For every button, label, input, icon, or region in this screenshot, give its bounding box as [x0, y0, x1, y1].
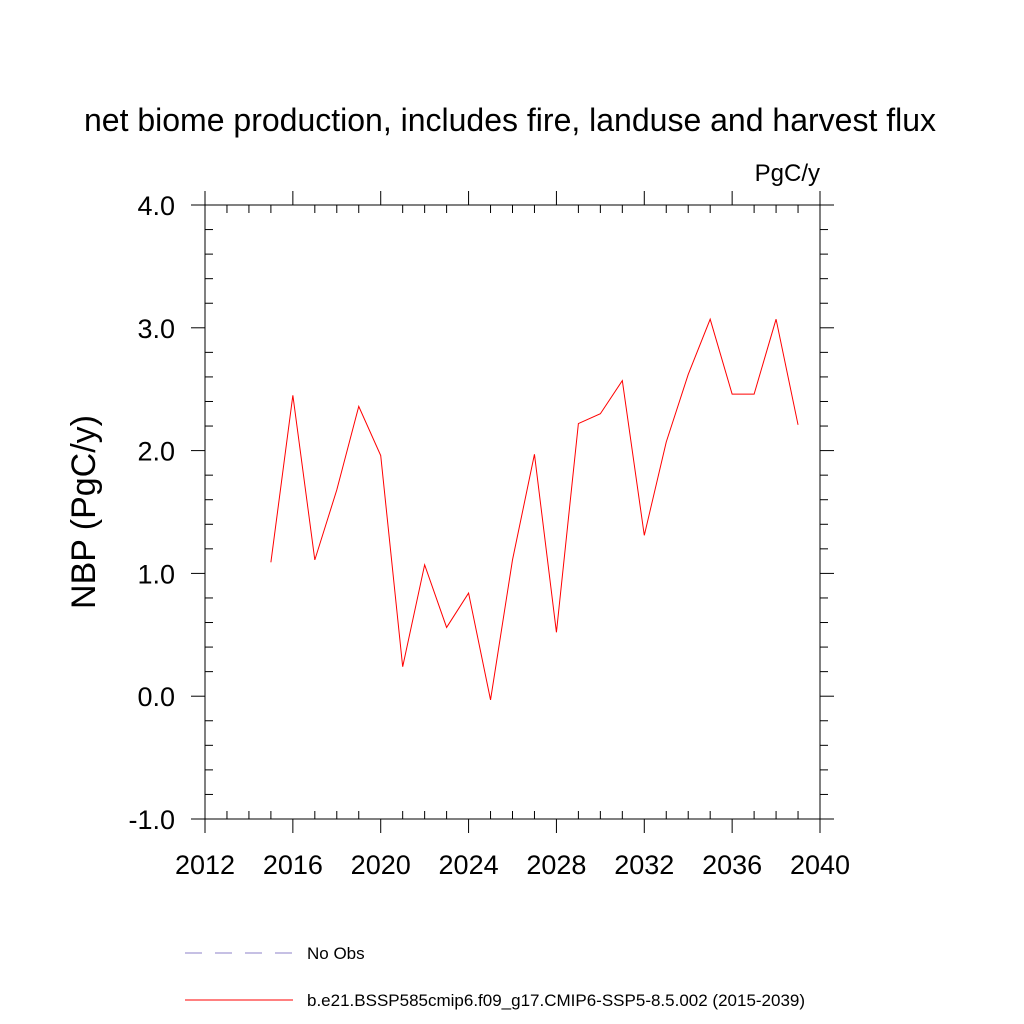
x-tick-label: 2032: [614, 850, 674, 880]
y-tick-label: -1.0: [128, 805, 175, 835]
y-tick-label: 4.0: [137, 191, 175, 221]
chart-title: net biome production, includes fire, lan…: [84, 102, 936, 138]
x-tick-label: 2040: [790, 850, 850, 880]
x-tick-label: 2036: [702, 850, 762, 880]
x-tick-label: 2016: [263, 850, 323, 880]
y-tick-label: 3.0: [137, 314, 175, 344]
y-tick-label: 0.0: [137, 682, 175, 712]
minor-ticks: [205, 205, 828, 819]
x-tick-label: 2012: [175, 850, 235, 880]
units-label: PgC/y: [755, 160, 820, 187]
legend-label-no-obs: No Obs: [307, 944, 365, 963]
y-axis-ticks: -1.0 0.0 1.0 2.0 3.0 4.0: [128, 191, 834, 835]
plot-frame: [204, 204, 821, 820]
x-tick-label: 2024: [439, 850, 499, 880]
x-axis-ticks: 2012 2016 2020 2024 2028 2032 2036 2040: [175, 191, 850, 880]
legend: No Obs b.e21.BSSP585cmip6.f09_g17.CMIP6-…: [185, 944, 805, 1010]
legend-label-model: b.e21.BSSP585cmip6.f09_g17.CMIP6-SSP5-8.…: [307, 991, 805, 1010]
y-tick-label: 2.0: [137, 437, 175, 467]
y-axis-label: NBP (PgC/y): [65, 415, 103, 609]
series-line: [270, 317, 799, 700]
x-tick-label: 2020: [351, 850, 411, 880]
series-layer: [270, 317, 799, 700]
y-tick-label: 1.0: [137, 559, 175, 589]
x-tick-label: 2028: [526, 850, 586, 880]
